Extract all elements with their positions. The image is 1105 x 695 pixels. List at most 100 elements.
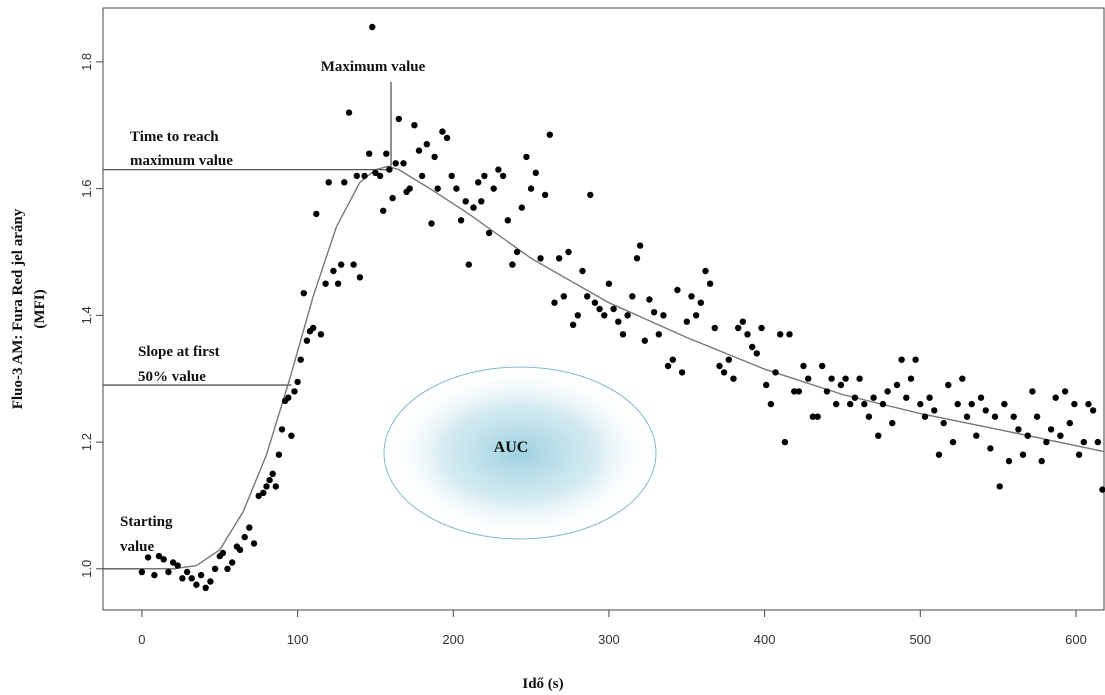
data-point — [294, 378, 301, 386]
y-axis: 1.0 1.2 1.4 1.6 1.8 — [79, 53, 103, 578]
data-point — [795, 388, 803, 395]
data-point — [165, 568, 172, 576]
data-point — [183, 568, 191, 576]
fit-curve — [138, 165, 1105, 570]
data-point — [819, 362, 826, 370]
data-point — [490, 185, 497, 192]
data-point — [954, 400, 961, 408]
annotation-slope-line2: 50% value — [138, 369, 206, 385]
data-point — [411, 122, 418, 129]
data-point — [968, 400, 975, 408]
y-tick-label: 1.0 — [79, 560, 94, 578]
data-point — [898, 356, 905, 363]
data-point — [372, 169, 379, 176]
y-tick-label: 1.6 — [79, 180, 94, 198]
data-point — [325, 179, 332, 186]
data-point — [1043, 438, 1050, 446]
data-point — [423, 141, 430, 148]
data-point — [260, 489, 267, 496]
y-tick-label: 1.4 — [79, 306, 94, 324]
data-point — [1066, 419, 1074, 427]
data-point — [1099, 486, 1105, 493]
data-point — [907, 375, 915, 382]
data-point — [683, 318, 690, 325]
data-point — [151, 571, 158, 579]
data-point — [219, 549, 227, 557]
data-point — [641, 337, 648, 344]
data-point — [499, 172, 507, 180]
y-tick-label: 1.8 — [79, 53, 94, 71]
data-point — [527, 185, 535, 192]
data-point — [481, 172, 488, 180]
data-point — [1075, 451, 1083, 458]
data-point — [560, 293, 567, 300]
data-point — [509, 261, 516, 268]
data-point — [610, 305, 617, 313]
data-point — [940, 419, 947, 427]
data-point — [749, 343, 756, 351]
data-point — [678, 369, 686, 376]
data-point — [453, 185, 460, 192]
data-point — [523, 153, 530, 161]
data-point — [1052, 394, 1059, 401]
data-point — [833, 400, 840, 408]
data-point — [735, 324, 742, 332]
data-point — [664, 362, 672, 370]
data-point — [591, 299, 599, 306]
data-point — [786, 331, 793, 338]
data-point — [415, 147, 423, 154]
annotation-maximum-value: Maximum value — [321, 59, 426, 75]
data-point — [565, 248, 572, 256]
data-point — [1057, 432, 1064, 439]
data-point — [255, 492, 262, 500]
data-point — [356, 274, 364, 281]
data-point — [629, 293, 636, 300]
data-point — [777, 331, 784, 338]
data-point — [439, 128, 446, 135]
data-point — [369, 23, 376, 31]
y-tick-label: 1.2 — [79, 433, 94, 451]
data-point — [241, 533, 248, 541]
data-point — [361, 172, 368, 180]
data-point — [272, 483, 279, 490]
data-point — [1024, 432, 1031, 439]
data-point — [250, 540, 258, 547]
data-point — [1001, 400, 1008, 408]
data-point — [465, 261, 472, 268]
data-point — [772, 369, 779, 376]
data-point — [470, 204, 477, 211]
data-point — [350, 261, 357, 268]
data-point — [448, 172, 455, 180]
data-point — [462, 198, 469, 205]
data-point — [229, 559, 236, 566]
data-point — [646, 296, 653, 303]
data-point — [1029, 388, 1036, 395]
data-point — [753, 350, 760, 357]
data-point — [605, 280, 613, 287]
data-point — [266, 476, 273, 484]
x-tick-label: 200 — [442, 632, 464, 647]
x-tick-label: 100 — [287, 632, 309, 647]
data-point — [809, 413, 817, 420]
data-point — [353, 172, 360, 180]
data-point — [739, 318, 746, 325]
data-point — [711, 324, 718, 332]
data-point — [1010, 413, 1017, 420]
data-point — [310, 324, 317, 332]
data-point — [636, 242, 644, 249]
data-point — [345, 109, 353, 116]
data-point — [912, 356, 919, 363]
data-point — [973, 432, 980, 439]
data-point — [386, 166, 393, 173]
data-point — [207, 578, 214, 585]
y-axis-title-line1: Fluo-3 AM: Fura Red jel arány — [10, 208, 26, 409]
data-point — [977, 394, 985, 401]
data-point — [174, 562, 181, 569]
data-point — [155, 552, 163, 560]
data-point — [236, 546, 244, 553]
data-point — [513, 248, 521, 256]
data-point — [188, 575, 195, 582]
data-point — [982, 407, 989, 414]
data-point — [406, 185, 413, 192]
data-point — [1061, 388, 1069, 395]
